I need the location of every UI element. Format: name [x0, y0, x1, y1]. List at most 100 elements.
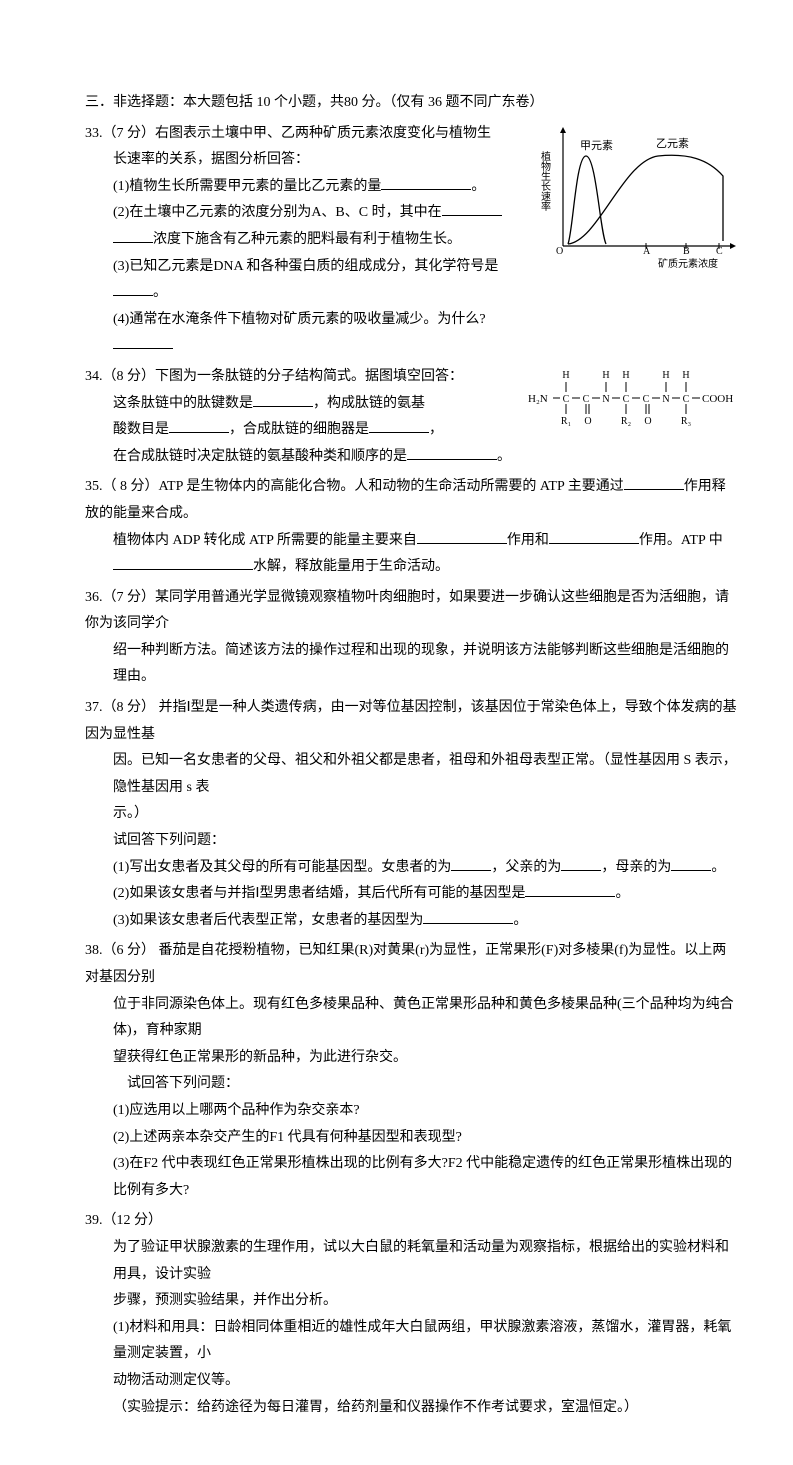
- q35: 35.（ 8 分）ATP 是生物体内的高能化合物。人和动物的生命活动所需要的 A…: [85, 474, 738, 580]
- svg-text:H₂N: H₂N: [528, 393, 548, 405]
- q33-p1: (1)植物生长所需要甲元素的量比乙元素的量: [113, 179, 381, 194]
- svg-text:C: C: [623, 394, 630, 405]
- q33-p2b: 浓度下施含有乙种元素的肥料最有利于植物生长。: [153, 232, 461, 247]
- blank: [624, 475, 684, 490]
- q35-l2b: 作用和: [507, 533, 549, 548]
- q34-l2b: ，合成肽链的细胞器是: [229, 422, 369, 437]
- q38-num: 38.: [85, 943, 103, 958]
- svg-text:矿质元素浓度: 矿质元素浓度: [658, 257, 718, 270]
- q37-l1: （8 分） 并指Ⅰ型是一种人类遗传病，由一对等位基因控制，该基因位于常染色体上，…: [85, 700, 737, 742]
- blank: [525, 882, 615, 897]
- q33-chart: 甲元素 乙元素 植物生长速率 A B C 矿质元素浓度 O: [538, 121, 738, 271]
- q39-intro: （12 分）: [103, 1213, 163, 1228]
- svg-text:O: O: [584, 416, 591, 427]
- blank: [423, 909, 513, 924]
- q33-p3a: (3)已知乙元素是DNA 和各种蛋白质的组成成分，其化学符号是: [113, 259, 498, 274]
- q37-p2b: 。: [615, 886, 629, 901]
- svg-text:植物生长速率: 植物生长速率: [539, 149, 551, 211]
- q34-num: 34.: [85, 369, 103, 384]
- q34-l1b: ，构成肽链的氨基: [313, 396, 425, 411]
- blank: [407, 445, 497, 460]
- q36-l2: 绍一种判断方法。简述该方法的操作过程和出现的现象，并说明该方法能够判断这些细胞是…: [85, 638, 738, 691]
- q33: 33.（7 分）右图表示土壤中甲、乙两种矿质元素浓度变化与植物生 长速率的关系，…: [85, 121, 738, 360]
- q39-note: （实验提示：给药途径为每日灌胃，给药剂量和仪器操作不作考试要求，室温恒定。）: [85, 1395, 738, 1422]
- q39-num: 39.: [85, 1213, 103, 1228]
- blank: [549, 529, 639, 544]
- q33-intro2: 长速率的关系，据图分析回答：: [85, 147, 530, 174]
- svg-text:H: H: [602, 370, 609, 381]
- q38-p2: (2)上述两亲本杂交产生的F1 代具有何种基因型和表现型?: [85, 1125, 738, 1152]
- blank: [113, 228, 153, 243]
- q36-num: 36.: [85, 590, 103, 605]
- q37-p1b: ，父亲的为: [491, 860, 561, 875]
- q37-num: 37.: [85, 700, 103, 715]
- q34-l2c: ，: [429, 422, 443, 437]
- q35-l2c: 作用。ATP 中: [639, 533, 723, 548]
- svg-text:乙元素: 乙元素: [656, 137, 689, 150]
- blank: [451, 856, 491, 871]
- svg-text:R₂: R₂: [621, 416, 631, 427]
- q33-p4a: (4)通常在水淹条件下植物对矿质元素的吸收量减少。为什么?: [113, 312, 486, 327]
- q39-p1b: 动物活动测定仪等。: [85, 1368, 738, 1395]
- q35-l1a: （ 8 分）ATP 是生物体内的高能化合物。人和动物的生命活动所需要的 ATP …: [103, 479, 624, 494]
- q33-p1end: 。: [471, 179, 485, 194]
- q38-l1: （6 分） 番茄是自花授粉植物，已知红果(R)对黄果(r)为显性，正常果形(F)…: [85, 943, 726, 985]
- svg-text:C: C: [583, 394, 590, 405]
- q35-num: 35.: [85, 479, 103, 494]
- q37-l4: 试回答下列问题：: [85, 828, 738, 855]
- q33-num: 33.: [85, 126, 103, 141]
- q37-p1c: ，母亲的为: [601, 860, 671, 875]
- blank: [369, 418, 429, 433]
- svg-text:R₃: R₃: [681, 416, 691, 427]
- q34-l3a: 在合成肽链时决定肽链的氨基酸种类和顺序的是: [113, 449, 407, 464]
- q37-p1d: 。: [711, 860, 725, 875]
- q38-l4: 试回答下列问题：: [85, 1071, 738, 1098]
- q38: 38.（6 分） 番茄是自花授粉植物，已知红果(R)对黄果(r)为显性，正常果形…: [85, 938, 738, 1204]
- svg-text:C: C: [563, 394, 570, 405]
- q34-peptide-diagram: H₂N H C R₁ C O NH CH R₂ CO NH: [528, 364, 738, 434]
- blank: [442, 201, 502, 216]
- svg-text:COOH: COOH: [702, 393, 733, 405]
- q36: 36.（7 分）某同学用普通光学显微镜观察植物叶肉细胞时，如果要进一步确认这些细…: [85, 585, 738, 691]
- blank: [169, 418, 229, 433]
- q38-l3: 望获得红色正常果形的新品种，为此进行杂交。: [85, 1045, 738, 1072]
- svg-text:C: C: [643, 394, 650, 405]
- q39-l2: 步骤，预测实验结果，并作出分析。: [85, 1288, 738, 1315]
- blank: [113, 334, 173, 349]
- q34-l3b: 。: [497, 449, 511, 464]
- q33-p3b: 。: [153, 285, 167, 300]
- svg-text:R₁: R₁: [561, 416, 571, 427]
- q39-p1a: (1)材料和用具：日龄相同体重相近的雄性成年大白鼠两组，甲状腺激素溶液，蒸馏水，…: [85, 1315, 738, 1368]
- svg-text:H: H: [622, 370, 629, 381]
- q33-intro1: （7 分）右图表示土壤中甲、乙两种矿质元素浓度变化与植物生: [103, 126, 492, 141]
- q35-l3: 水解，释放能量用于生命活动。: [253, 559, 449, 574]
- blank: [671, 856, 711, 871]
- q37-p3b: 。: [513, 913, 527, 928]
- q39: 39.（12 分） 为了验证甲状腺激素的生理作用，试以大白鼠的耗氧量和活动量为观…: [85, 1208, 738, 1421]
- q36-l1: （7 分）某同学用普通光学显微镜观察植物叶肉细胞时，如果要进一步确认这些细胞是否…: [85, 590, 729, 632]
- q37-l3: 示。）: [85, 801, 738, 828]
- q34: 34.（8 分）下图为一条肽链的分子结构简式。据图填空回答： 这条肽链中的肽键数…: [85, 364, 738, 470]
- svg-text:H: H: [682, 370, 689, 381]
- svg-text:N: N: [662, 394, 669, 405]
- blank: [561, 856, 601, 871]
- q39-l1: 为了验证甲状腺激素的生理作用，试以大白鼠的耗氧量和活动量为观察指标，根据给出的实…: [85, 1235, 738, 1288]
- section-header: 三．非选择题：本大题包括 10 个小题，共80 分。（仅有 36 题不同广东卷）: [85, 90, 738, 117]
- blank: [113, 555, 253, 570]
- blank: [113, 281, 153, 296]
- q34-intro: （8 分）下图为一条肽链的分子结构简式。据图填空回答：: [103, 369, 464, 384]
- svg-text:A: A: [643, 246, 651, 257]
- q37-l2: 因。已知一名女患者的父母、祖父和外祖父都是患者，祖母和外祖母表型正常。（显性基因…: [85, 748, 738, 801]
- q34-l1a: 这条肽链中的肽键数是: [113, 396, 253, 411]
- q38-l2: 位于非同源染色体上。现有红色多棱果品种、黄色正常果形品种和黄色多棱果品种(三个品…: [85, 992, 738, 1045]
- q34-l2a: 酸数目是: [113, 422, 169, 437]
- blank: [253, 392, 313, 407]
- q37-p2a: (2)如果该女患者与并指Ⅰ型男患者结婚，其后代所有可能的基因型是: [113, 886, 525, 901]
- q33-p2a: (2)在土壤中乙元素的浓度分别为A、B、C 时，其中在: [113, 205, 442, 220]
- blank: [381, 175, 471, 190]
- svg-text:O: O: [556, 246, 563, 257]
- q37-p3a: (3)如果该女患者后代表型正常，女患者的基因型为: [113, 913, 423, 928]
- svg-text:H: H: [662, 370, 669, 381]
- q37: 37.（8 分） 并指Ⅰ型是一种人类遗传病，由一对等位基因控制，该基因位于常染色…: [85, 695, 738, 934]
- svg-text:甲元素: 甲元素: [580, 139, 613, 152]
